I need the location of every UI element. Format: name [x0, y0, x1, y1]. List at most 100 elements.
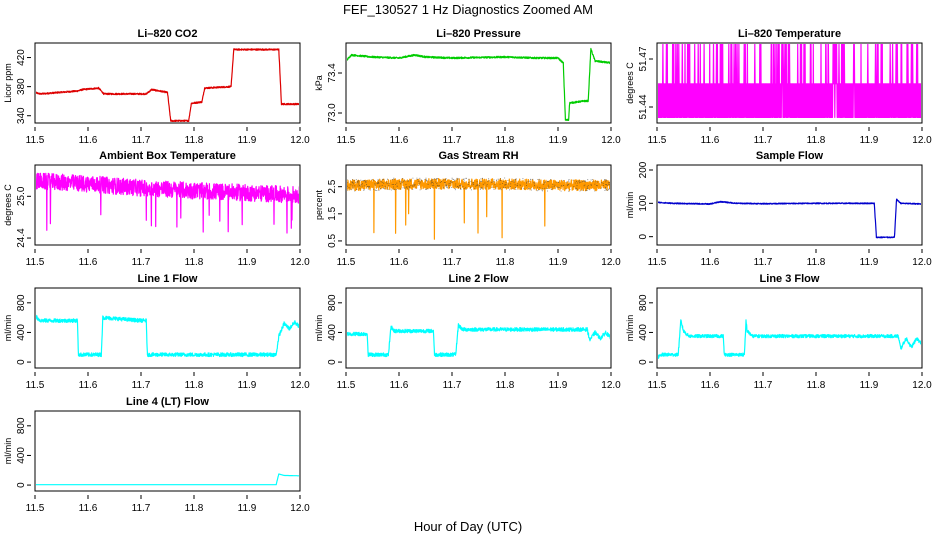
- x-tick-label: 11.5: [26, 135, 45, 146]
- x-tick-label: 12.0: [912, 380, 932, 391]
- series-line: [36, 314, 299, 358]
- x-tick-label: 11.9: [549, 257, 568, 268]
- y-tick-label: 200: [638, 161, 649, 178]
- x-tick-label: 11.6: [390, 380, 409, 391]
- x-tick-label: 11.8: [185, 257, 204, 268]
- plot-frame: [656, 287, 923, 369]
- x-tick-label: 11.9: [549, 380, 568, 391]
- panel-gas-stream-rh: Gas Stream RH 11.5 11.6 11.7 11.8 11.9 12.0 0.5…: [314, 150, 621, 268]
- panel-title: Line 2 Flow: [449, 273, 509, 285]
- y-tick-label: 73.0: [327, 103, 338, 123]
- y-tick-label: 0: [638, 233, 649, 239]
- x-tick-label: 11.8: [496, 380, 515, 391]
- y-axis-label: Licor ppm: [3, 63, 13, 103]
- x-tick-label: 11.8: [185, 135, 204, 146]
- y-tick-label: 0: [16, 482, 27, 488]
- plot-frame: [656, 164, 923, 246]
- y-tick-label: 0: [16, 359, 27, 365]
- x-tick-label: 11.8: [807, 257, 826, 268]
- y-axis-label: ml/min: [3, 438, 13, 465]
- x-tick-label: 11.7: [443, 380, 462, 391]
- panel-sample-flow: Sample Flow 11.5 11.6 11.7 11.8 11.9 12.0 0 100 2…: [625, 150, 932, 268]
- x-tick-label: 11.8: [185, 503, 204, 514]
- y-axis-label: kPa: [314, 75, 324, 91]
- x-tick-label: 11.6: [79, 257, 98, 268]
- x-tick-label: 12.0: [601, 257, 621, 268]
- figure-title: FEF_130527 1 Hz Diagnostics Zoomed AM: [343, 2, 593, 17]
- figure-xlabel: Hour of Day (UTC): [414, 519, 522, 534]
- y-axis-label: ml/min: [314, 315, 324, 342]
- x-tick-label: 11.6: [79, 380, 98, 391]
- series-line: [658, 44, 921, 118]
- series-line: [36, 172, 299, 234]
- plot-frame: [34, 287, 301, 369]
- x-tick-label: 12.0: [912, 257, 932, 268]
- y-tick-label: 400: [16, 324, 27, 341]
- x-tick-label: 11.8: [807, 135, 826, 146]
- panel-title: Ambient Box Temperature: [99, 150, 236, 162]
- y-tick-label: 51.44: [638, 94, 649, 119]
- x-tick-label: 11.9: [238, 503, 257, 514]
- y-tick-label: 420: [16, 49, 27, 66]
- y-tick-label: 800: [16, 417, 27, 434]
- series-line: [347, 47, 610, 121]
- x-tick-label: 11.9: [860, 135, 879, 146]
- y-tick-label: 1.5: [327, 206, 338, 220]
- y-tick-label: 0: [638, 359, 649, 365]
- x-tick-label: 11.9: [238, 380, 257, 391]
- x-tick-label: 11.5: [648, 380, 667, 391]
- panel-title: Line 4 (LT) Flow: [126, 396, 209, 408]
- y-tick-label: 400: [638, 324, 649, 341]
- x-tick-label: 11.9: [860, 257, 879, 268]
- panel-li-820-pressure: Li–820 Pressure 11.5 11.6 11.7 11.8 11.9 12.0 7…: [314, 28, 621, 146]
- series-line: [658, 319, 921, 360]
- x-tick-label: 11.6: [701, 380, 720, 391]
- series-markers: [347, 177, 610, 192]
- plot-frame: [656, 42, 923, 124]
- y-tick-label: 100: [638, 195, 649, 212]
- series-line: [347, 178, 610, 240]
- y-tick-label: 2.5: [327, 179, 338, 193]
- x-tick-label: 11.6: [79, 135, 98, 146]
- x-tick-label: 11.5: [648, 135, 667, 146]
- x-tick-label: 12.0: [601, 380, 621, 391]
- x-tick-label: 11.6: [390, 135, 409, 146]
- x-tick-label: 11.9: [549, 135, 568, 146]
- y-tick-label: 400: [16, 447, 27, 464]
- y-tick-label: 800: [327, 294, 338, 311]
- y-axis-label: degrees C: [625, 62, 635, 104]
- x-tick-label: 11.7: [132, 380, 151, 391]
- x-tick-label: 11.5: [26, 503, 45, 514]
- panel-line-1-flow: Line 1 Flow 11.5 11.6 11.7 11.8 11.9 12.0 0 400 8…: [3, 273, 310, 391]
- x-tick-label: 11.5: [648, 257, 667, 268]
- plot-frame: [345, 287, 612, 369]
- y-tick-label: 340: [16, 107, 27, 124]
- x-tick-label: 11.8: [185, 380, 204, 391]
- x-tick-label: 11.7: [132, 503, 151, 514]
- x-tick-label: 11.7: [754, 257, 773, 268]
- y-tick-label: 51.47: [638, 46, 649, 71]
- y-axis-label: ml/min: [625, 192, 635, 219]
- panel-title: Li–820 Pressure: [436, 28, 520, 40]
- panel-li-820-co2: Li–820 CO2 11.5 11.6 11.7 11.8 11.9 12.0 340 380…: [3, 28, 310, 146]
- x-tick-label: 11.8: [496, 257, 515, 268]
- y-tick-label: 0: [327, 359, 338, 365]
- x-tick-label: 11.7: [443, 257, 462, 268]
- y-tick-label: 25.0: [16, 186, 27, 206]
- panels: Li–820 CO2 11.5 11.6 11.7 11.8 11.9 12.0 340 380…: [3, 28, 932, 514]
- x-tick-label: 11.6: [701, 257, 720, 268]
- x-tick-label: 11.9: [860, 380, 879, 391]
- x-tick-label: 11.6: [701, 135, 720, 146]
- panel-li-820-temperature: Li–820 Temperature 11.5 11.6 11.7 11.8 11.9 12…: [625, 28, 932, 146]
- x-tick-label: 11.7: [443, 135, 462, 146]
- y-axis-label: degrees C: [3, 184, 13, 226]
- plot-frame: [345, 164, 612, 246]
- series-line: [36, 473, 299, 486]
- panel-title: Line 1 Flow: [138, 273, 198, 285]
- y-tick-label: 73.4: [327, 63, 338, 83]
- x-tick-label: 11.5: [26, 257, 45, 268]
- series-line: [36, 48, 299, 122]
- y-tick-label: 800: [16, 294, 27, 311]
- panel-line-4-lt-flow: Line 4 (LT) Flow 11.5 11.6 11.7 11.8 11.9 12.0…: [3, 396, 310, 514]
